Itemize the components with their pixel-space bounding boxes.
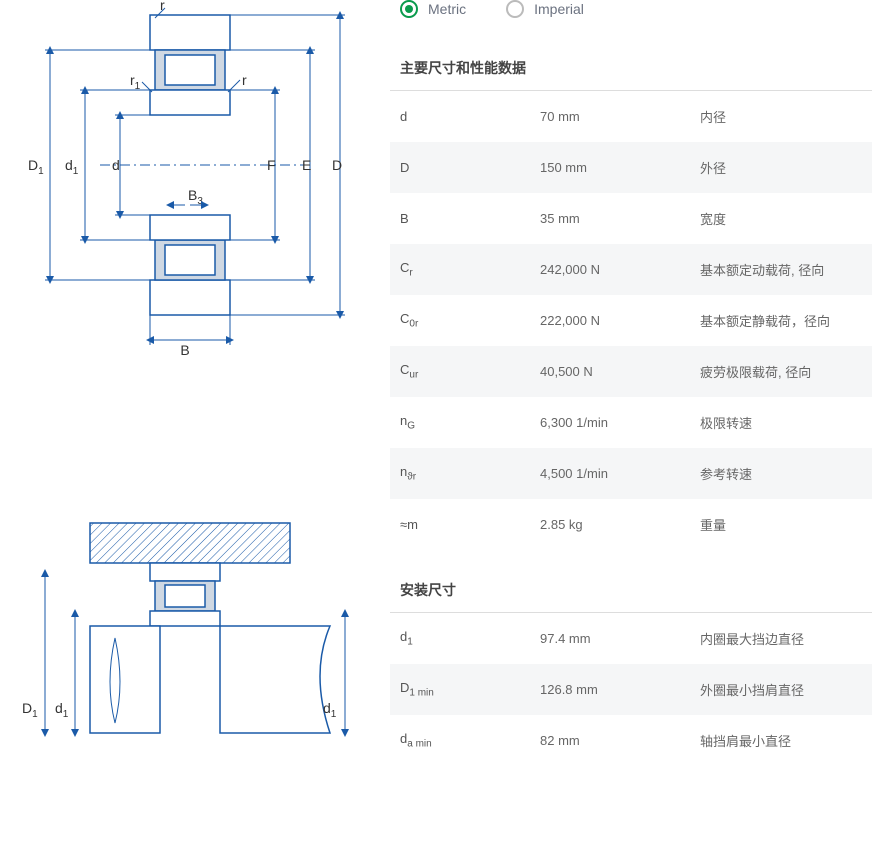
spec-description: 基本额定动载荷, 径向 (700, 260, 862, 279)
spec-symbol: Cr (400, 260, 540, 279)
spec-value: 150 mm (540, 160, 700, 175)
spec-table: d70 mm内径D150 mm外径B35 mm宽度Cr242,000 N基本额定… (390, 90, 872, 550)
spec-symbol: nG (400, 413, 540, 432)
diagram-column: D E F d d1 (0, 0, 370, 766)
spec-description: 外径 (700, 158, 862, 177)
spec-value: 242,000 N (540, 262, 700, 277)
label-B3: B3 (188, 187, 203, 207)
spec-description: 外圈最小挡肩直径 (700, 680, 862, 699)
spec-row: Cr242,000 N基本额定动载荷, 径向 (390, 244, 872, 295)
spec-row: C0r222,000 N基本额定静载荷，径向 (390, 295, 872, 346)
spec-symbol: Cur (400, 362, 540, 381)
spec-symbol: d (400, 109, 540, 124)
spec-row: d70 mm内径 (390, 91, 872, 142)
label-r1: r1 (130, 72, 141, 92)
spec-value: 70 mm (540, 109, 700, 124)
label-B: B (180, 342, 189, 358)
mounting-diagram: D1 d1 d1 (10, 513, 350, 746)
spec-description: 内径 (700, 107, 862, 126)
spec-row: B35 mm宽度 (390, 193, 872, 244)
spec-row: da min82 mm轴挡肩最小直径 (390, 715, 872, 766)
spec-row: nG6,300 1/min极限转速 (390, 397, 872, 448)
radio-icon (400, 0, 418, 18)
label-d1-bl: d1 (55, 700, 69, 720)
unit-imperial-radio[interactable]: Imperial (506, 0, 584, 18)
spec-symbol: D1 min (400, 680, 540, 699)
unit-selector: Metric Imperial (390, 0, 872, 18)
spec-description: 重量 (700, 515, 862, 534)
spec-value: 82 mm (540, 733, 700, 748)
spec-value: 35 mm (540, 211, 700, 226)
spec-value: 6,300 1/min (540, 415, 700, 430)
spec-description: 基本额定静载荷，径向 (700, 311, 862, 330)
section-title: 主要尺寸和性能数据 (390, 58, 872, 78)
spec-row: nϑr4,500 1/min参考转速 (390, 448, 872, 499)
spec-symbol: D (400, 160, 540, 175)
spec-value: 126.8 mm (540, 682, 700, 697)
spec-description: 极限转速 (700, 413, 862, 432)
section-title: 安装尺寸 (390, 580, 872, 600)
spec-value: 97.4 mm (540, 631, 700, 646)
spec-value: 222,000 N (540, 313, 700, 328)
label-d1: d1 (65, 157, 79, 177)
label-r-right: r (242, 72, 247, 88)
label-D1: D1 (28, 157, 44, 177)
spec-row: Cur40,500 N疲劳极限载荷, 径向 (390, 346, 872, 397)
label-D: D (332, 157, 342, 173)
spec-symbol: ≈m (400, 517, 540, 532)
label-F: F (267, 157, 276, 173)
spec-column: Metric Imperial 主要尺寸和性能数据d70 mm内径D150 mm… (370, 0, 882, 766)
spec-description: 轴挡肩最小直径 (700, 731, 862, 750)
spec-symbol: C0r (400, 311, 540, 330)
unit-metric-radio[interactable]: Metric (400, 0, 466, 18)
label-D1-b: D1 (22, 700, 38, 720)
spec-symbol: B (400, 211, 540, 226)
label-d: d (112, 157, 120, 173)
spec-symbol: d1 (400, 629, 540, 648)
unit-metric-label: Metric (428, 1, 466, 17)
spec-row: d197.4 mm内圈最大挡边直径 (390, 613, 872, 664)
spec-symbol: nϑr (400, 464, 540, 483)
unit-imperial-label: Imperial (534, 1, 584, 17)
spec-description: 疲劳极限载荷, 径向 (700, 362, 862, 381)
spec-table: d197.4 mm内圈最大挡边直径D1 min126.8 mm外圈最小挡肩直径d… (390, 612, 872, 766)
spec-value: 40,500 N (540, 364, 700, 379)
spec-description: 参考转速 (700, 464, 862, 483)
spec-value: 4,500 1/min (540, 466, 700, 481)
spec-symbol: da min (400, 731, 540, 750)
label-E: E (302, 157, 311, 173)
spec-row: D1 min126.8 mm外圈最小挡肩直径 (390, 664, 872, 715)
spec-description: 内圈最大挡边直径 (700, 629, 862, 648)
spec-value: 2.85 kg (540, 517, 700, 532)
cross-section-diagram: D E F d d1 (10, 0, 350, 363)
spec-row: D150 mm外径 (390, 142, 872, 193)
spec-row: ≈m2.85 kg重量 (390, 499, 872, 550)
radio-icon (506, 0, 524, 18)
spec-description: 宽度 (700, 209, 862, 228)
